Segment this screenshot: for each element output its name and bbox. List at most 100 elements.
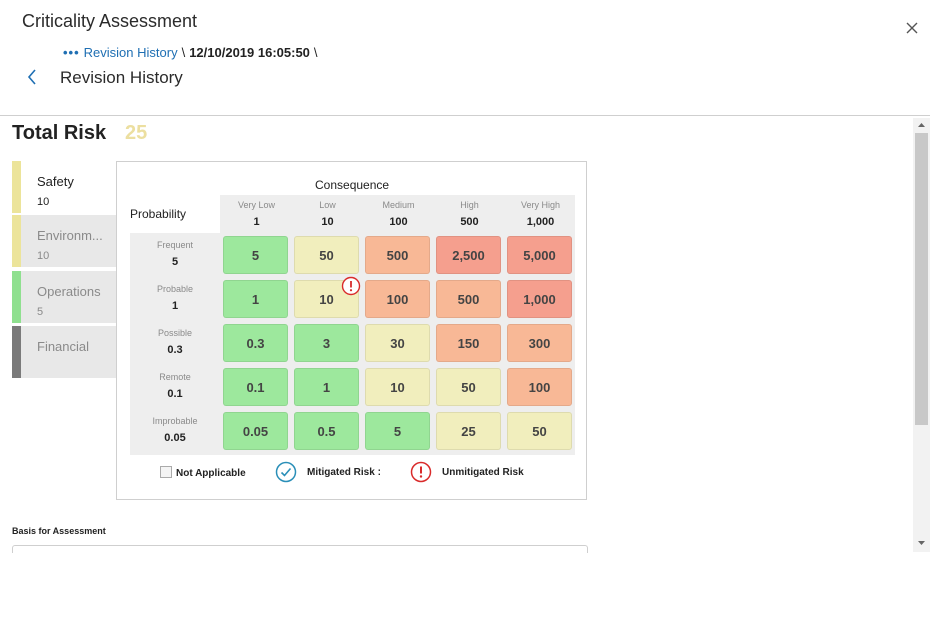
legend-not-applicable-label: Not Applicable [176,468,246,479]
risk-cell[interactable]: 0.5 [294,412,359,450]
risk-cell[interactable]: 300 [507,324,572,362]
row-value: 0.05 [164,432,186,444]
risk-cell[interactable]: 2,500 [436,236,501,274]
legend-unmitigated: Unmitigated Risk [410,461,524,483]
dialog-title: Criticality Assessment [22,11,198,31]
tab-operations[interactable]: Operations 5 [12,271,116,324]
risk-cell[interactable]: 10 [365,368,430,406]
risk-cell-value: 30 [390,335,405,351]
risk-cell[interactable]: 5 [223,236,288,274]
not-applicable-checkbox[interactable] [160,465,172,478]
consequence-column-header: Very High 1,000 [505,196,576,228]
breadcrumb-current: 12/10/2019 16:05:50 [189,45,310,60]
risk-cell-value: 100 [528,379,551,395]
basis-for-assessment-field[interactable] [12,545,588,553]
risk-cell[interactable]: 25 [436,412,501,450]
tab-label: Environm... [37,228,103,243]
risk-cell[interactable]: 1,000 [507,280,572,318]
risk-cell[interactable]: 50 [507,412,572,450]
column-name: Very Low [237,200,276,210]
row-value: 0.1 [167,388,183,400]
column-value: 1 [253,216,260,228]
tab-safety[interactable]: Safety 10 [12,161,116,214]
risk-cell[interactable]: 100 [507,368,572,406]
risk-cell[interactable]: 500 [365,236,430,274]
risk-cell[interactable]: 0.3 [223,324,288,362]
risk-cell-value: 10 [319,291,334,307]
scrollbar-thumb[interactable] [915,133,928,425]
risk-cell[interactable]: 5 [365,412,430,450]
tab-financial[interactable]: Financial [12,326,116,379]
column-value: 500 [460,216,479,228]
legend-mitigated-label: Mitigated Risk : [307,466,381,478]
risk-cell[interactable]: 3 [294,324,359,362]
risk-cell-value: 500 [457,291,480,307]
tab-label: Operations [37,284,101,299]
tab-color-bar [12,215,21,267]
risk-cell[interactable]: 150 [436,324,501,362]
column-value: 1,000 [526,216,555,228]
risk-cell-value: 500 [386,247,409,263]
breadcrumb-separator: \ [181,45,186,60]
header-divider [0,115,930,116]
risk-cell[interactable]: 50 [294,236,359,274]
column-name: Very High [520,200,561,210]
risk-cell[interactable]: 30 [365,324,430,362]
tab-label: Safety [37,174,74,189]
risk-cell-value: 10 [390,379,405,395]
row-name: Possible [157,328,193,338]
unmitigated-marker-icon[interactable] [341,276,361,296]
risk-cell-value: 25 [461,423,476,439]
risk-cell-value: 0.5 [317,423,336,439]
risk-cell[interactable]: 500 [436,280,501,318]
breadcrumb-link-revision-history[interactable]: Revision History [83,45,178,60]
risk-cell-value: 50 [319,247,334,263]
risk-cell[interactable]: 100 [365,280,430,318]
risk-cell[interactable]: 1 [223,280,288,318]
breadcrumb-separator-end: \ [313,45,318,60]
row-name: Frequent [156,240,194,250]
risk-cell[interactable]: 0.05 [223,412,288,450]
column-value: 10 [321,216,334,228]
probability-row-header: Frequent 5 [131,240,219,268]
column-name: Low [319,200,336,210]
risk-cell-value: 300 [528,335,551,351]
back-chevron-icon[interactable] [26,68,38,86]
risk-cell-value: 1,000 [523,291,556,307]
row-name: Improbable [152,416,198,426]
legend-unmitigated-label: Unmitigated Risk [442,466,524,478]
risk-cell-value: 150 [457,335,480,351]
consequence-column-header: Medium 100 [363,196,434,228]
consequence-label: Consequence [315,178,390,192]
risk-cell[interactable]: 1 [294,368,359,406]
risk-cell-value: 100 [386,291,409,307]
risk-cell-value: 1 [251,291,260,307]
probability-row-header: Probable 1 [131,284,219,312]
tab-color-bar [12,271,21,323]
risk-cell[interactable]: 10 [294,280,359,318]
tab-environm[interactable]: Environm... 10 [12,215,116,268]
risk-cell-value: 3 [322,335,331,351]
risk-cell-value: 2,500 [452,247,485,263]
column-name: High [460,200,479,210]
breadcrumb-more-icon[interactable]: ••• [63,45,80,60]
tab-value: 10 [37,250,50,262]
risk-cell-value: 0.05 [242,423,269,439]
row-name: Remote [159,372,191,382]
column-name: Medium [382,200,415,210]
risk-cell[interactable]: 5,000 [507,236,572,274]
probability-row-header: Possible 0.3 [131,328,219,356]
probability-row-header: Improbable 0.05 [131,416,219,444]
legend-not-applicable[interactable]: Not Applicable [160,464,246,479]
legend-mitigated: Mitigated Risk : [275,461,381,483]
column-value: 100 [389,216,408,228]
risk-cell[interactable]: 0.1 [223,368,288,406]
scroll-down-icon[interactable] [913,536,930,550]
probability-header-column [130,233,220,455]
risk-cell[interactable]: 50 [436,368,501,406]
scroll-up-icon[interactable] [913,118,930,132]
consequence-column-header: Low 10 [292,196,363,228]
risk-cell-value: 0.1 [246,379,265,395]
page-subtitle: Revision History [60,68,183,87]
close-icon[interactable] [904,20,920,36]
